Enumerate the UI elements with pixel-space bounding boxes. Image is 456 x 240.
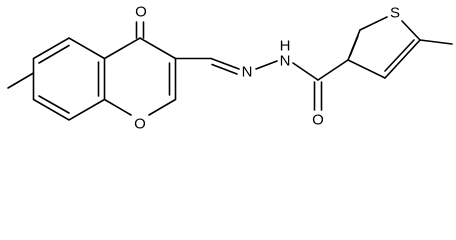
bond bbox=[419, 39, 453, 45]
atom-label: O bbox=[312, 112, 324, 129]
structure-diagram: O O N H N O S bbox=[7, 4, 453, 133]
bond bbox=[317, 59, 349, 81]
atom-label: S bbox=[390, 5, 400, 22]
atom-label: N bbox=[242, 64, 253, 81]
thiophene-ring bbox=[346, 16, 422, 79]
bond bbox=[349, 35, 359, 57]
bond bbox=[38, 95, 70, 114]
atom-label: O bbox=[134, 116, 146, 133]
benzene-ring bbox=[32, 37, 106, 121]
atom-label: H bbox=[280, 38, 291, 55]
atom-label: O bbox=[135, 4, 147, 21]
atom-label: N bbox=[280, 53, 291, 70]
bond bbox=[211, 63, 238, 75]
bond bbox=[7, 72, 35, 89]
bond bbox=[103, 98, 132, 116]
atom-labels: O O N H N O S bbox=[134, 4, 400, 133]
bond bbox=[255, 60, 278, 70]
bond bbox=[384, 39, 415, 72]
bonds bbox=[7, 16, 453, 121]
bond bbox=[38, 44, 70, 64]
bond bbox=[210, 57, 240, 70]
pyranone-ring bbox=[103, 37, 177, 116]
bond bbox=[292, 62, 319, 81]
